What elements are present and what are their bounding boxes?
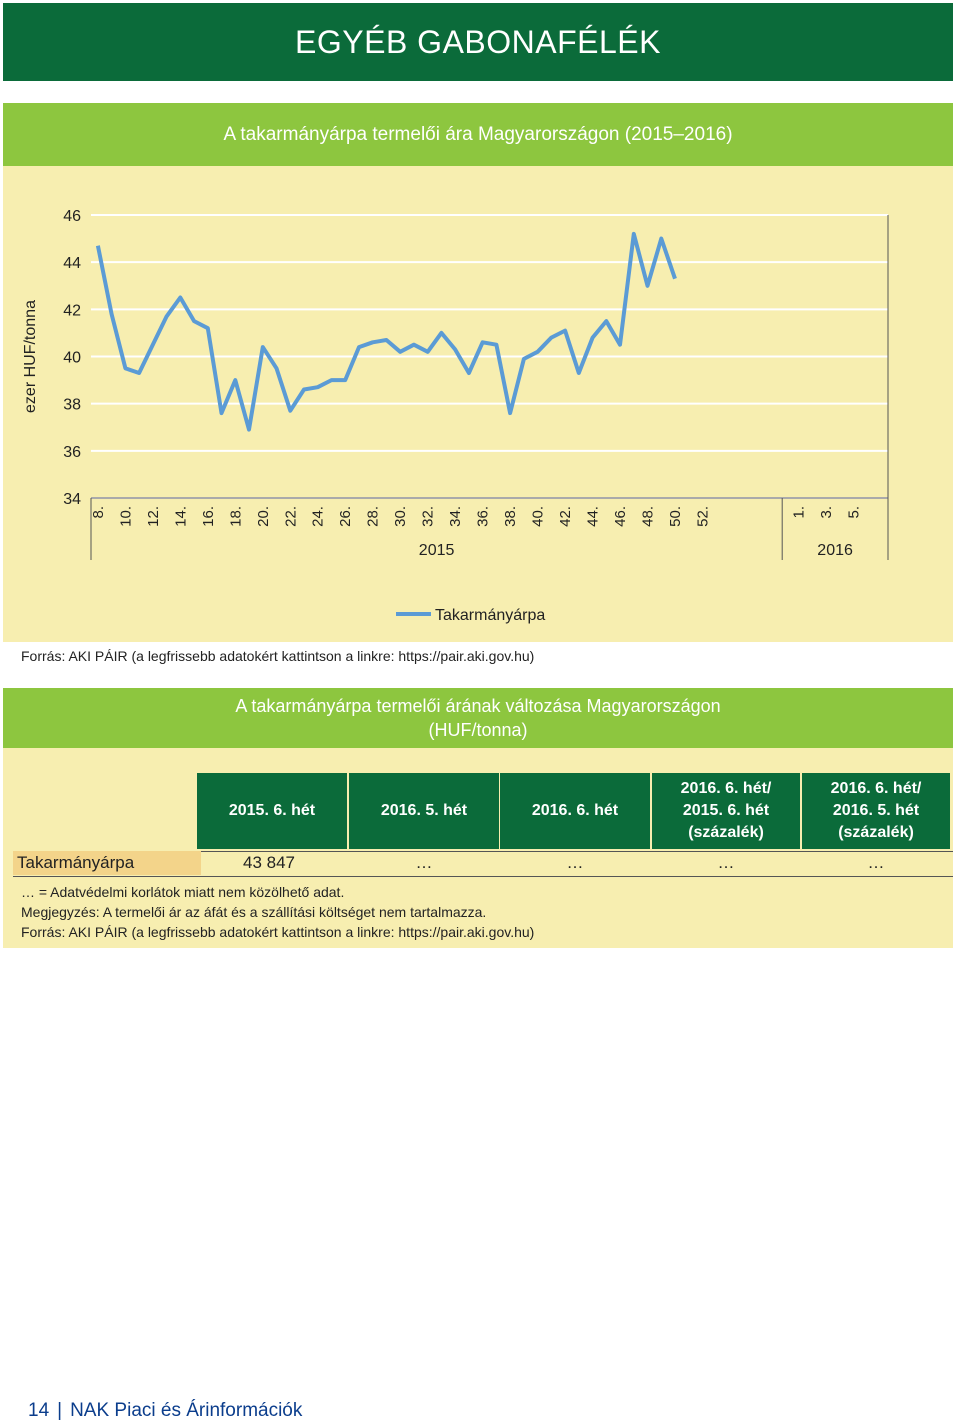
header-col-1: 2015. 6. hét: [197, 773, 347, 849]
x-tick-label: 16.: [200, 506, 217, 527]
x-tick-label: 40.: [530, 506, 547, 527]
note-confidential: … = Adatvédelmi korlátok miatt nem közöl…: [21, 884, 345, 900]
x-tick-label: 50.: [667, 506, 684, 527]
header-col-3: 2016. 6. hét: [500, 773, 650, 849]
header-col-4: 2016. 6. hét/ 2015. 6. hét (százalék): [652, 773, 800, 849]
header-col-5-line1: 2016. 6. hét/: [830, 780, 922, 797]
table-title-line2: (HUF/tonna): [428, 720, 528, 740]
x-tick-label: 5.: [846, 506, 863, 519]
header-col-2-line1: 2016. 5. hét: [380, 802, 468, 819]
chart-title: A takarmányárpa termelői ára Magyarorszá…: [223, 123, 733, 145]
page-number: 14: [28, 1400, 50, 1421]
header-col-3-line1: 2016. 6. hét: [531, 802, 619, 819]
table-title-bar: A takarmányárpa termelői árának változás…: [3, 688, 953, 748]
cell-col-5: …: [867, 853, 885, 872]
table-source[interactable]: Forrás: AKI PÁIR (a legfrissebb adatokér…: [21, 924, 535, 940]
cell-col-1: 43 847: [243, 853, 295, 872]
table-panel: 2015. 6. hét 2016. 5. hét 2016. 6. hét 2…: [3, 748, 953, 948]
header-col-4-line2: 2015. 6. hét: [682, 802, 770, 819]
x-tick-label: 46.: [612, 506, 629, 527]
x-tick-label: 18.: [227, 506, 244, 527]
year-label-2015: 2015: [419, 542, 455, 559]
x-tick-label: 1.: [791, 506, 808, 519]
cell-col-3: …: [566, 853, 584, 872]
x-tick-label: 32.: [420, 506, 437, 527]
legend-label: Takarmányárpa: [435, 607, 545, 624]
page-title: EGYÉB GABONAFÉLÉK: [295, 23, 661, 60]
x-tick-label: 20.: [255, 506, 272, 527]
x-tick-label: 42.: [557, 506, 574, 527]
x-tick-label: 28.: [365, 506, 382, 527]
x-tick-label: 36.: [475, 506, 492, 527]
y-tick-label: 46: [63, 208, 81, 225]
series-line-takarmanyarpa: [95, 231, 677, 432]
header-col-4-line3: (százalék): [688, 824, 764, 841]
row-bottom-border: [13, 876, 953, 877]
x-tick-label: 10.: [117, 506, 134, 527]
header-col-5-line2: 2016. 5. hét: [832, 802, 920, 819]
y-tick-label: 44: [63, 255, 81, 272]
line-chart: 34 36 38 40 42 44 46 ezer HUF/tonna 8. 10. 12. 14. 1…: [22, 208, 889, 624]
y-axis-label: ezer HUF/tonna: [22, 300, 39, 413]
table-title-line1: A takarmányárpa termelői árának változás…: [235, 696, 721, 716]
x-tick-label: 38.: [502, 506, 519, 527]
x-tick-label: 34.: [447, 506, 464, 527]
x-tick-label: 12.: [145, 506, 162, 527]
chart-title-bar: A takarmányárpa termelői ára Magyarorszá…: [3, 103, 953, 166]
x-tick-label: 22.: [282, 506, 299, 527]
x-tick-label: 14.: [172, 506, 189, 527]
x-tick-label: 30.: [392, 506, 409, 527]
chart-panel: 34 36 38 40 42 44 46 ezer HUF/tonna 8. 10. 12. 14. 1…: [3, 166, 953, 664]
row-top-border: [13, 851, 953, 852]
x-tick-label: 52.: [694, 506, 711, 527]
row-label: Takarmányárpa: [13, 851, 201, 875]
x-tick-label: 26.: [337, 506, 354, 527]
header-col-4-line1: 2016. 6. hét/: [680, 780, 772, 797]
header-col-5: 2016. 6. hét/ 2016. 5. hét (százalék): [802, 773, 950, 849]
header-col-2: 2016. 5. hét: [349, 773, 499, 849]
cell-col-4: …: [717, 853, 735, 872]
cell-col-2: …: [415, 853, 433, 872]
x-tick-label: 3.: [818, 506, 835, 519]
x-tick-label: 24.: [310, 506, 327, 527]
y-tick-label: 40: [63, 350, 81, 367]
year-label-2016: 2016: [817, 542, 853, 559]
y-tick-label: 36: [63, 444, 81, 461]
x-tick-label: 48.: [640, 506, 657, 527]
x-tick-label: 8.: [90, 506, 107, 519]
publication-name: NAK Piaci és Árinformációk: [70, 1400, 303, 1421]
header-col-5-line3: (százalék): [838, 824, 914, 841]
y-tick-label: 38: [63, 397, 81, 414]
note-remark: Megjegyzés: A termelői ár az áfát és a s…: [21, 904, 487, 920]
header-col-1-line1: 2015. 6. hét: [228, 802, 316, 819]
y-tick-label: 34: [63, 491, 81, 508]
chart-source[interactable]: Forrás: AKI PÁIR (a legfrissebb adatokér…: [21, 648, 535, 664]
footer-separator: |: [57, 1400, 63, 1421]
page-header: EGYÉB GABONAFÉLÉK: [3, 3, 953, 81]
x-tick-label: 44.: [585, 506, 602, 527]
page-footer: 14 | NAK Piaci és Árinformációk: [28, 1400, 302, 1422]
y-tick-label: 42: [63, 302, 81, 319]
